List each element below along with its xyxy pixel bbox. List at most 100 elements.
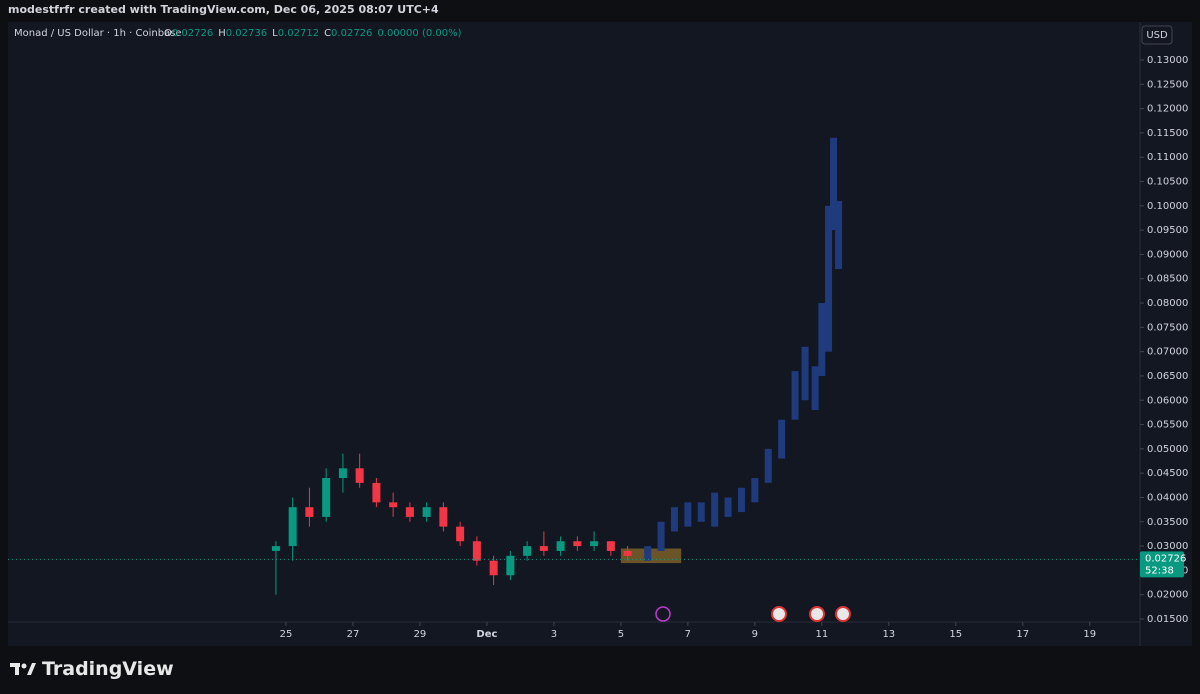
y-tick-label: 0.07000 — [1147, 347, 1188, 358]
projection-bar — [778, 419, 786, 459]
projection-bar — [801, 346, 809, 401]
y-tick-label: 0.12500 — [1147, 79, 1188, 90]
x-tick-label: 17 — [1016, 629, 1029, 640]
y-tick-label: 0.05500 — [1147, 420, 1188, 431]
legend-low-value: 0.02712 — [278, 28, 319, 39]
legend-low: L — [272, 28, 278, 39]
candle-body — [405, 507, 414, 517]
y-tick-label: 0.10000 — [1147, 201, 1188, 212]
chart-panel — [8, 22, 1192, 646]
y-tick-label: 0.07500 — [1147, 322, 1188, 333]
x-tick-label: 9 — [752, 629, 758, 640]
y-tick-label: 0.08500 — [1147, 274, 1188, 285]
legend-high: H — [218, 28, 226, 39]
projection-bar — [657, 521, 665, 551]
x-tick-label: Dec — [476, 629, 497, 640]
projection-bar — [751, 478, 759, 503]
projection-bar — [791, 371, 799, 420]
y-tick-label: 0.02000 — [1147, 590, 1188, 601]
candle-body — [305, 507, 314, 517]
y-tick-label: 0.03500 — [1147, 517, 1188, 528]
y-tick-label: 0.10500 — [1147, 177, 1188, 188]
symbol: Monad / US Dollar · 1h · Coinbase — [14, 28, 182, 39]
y-tick-label: 0.05000 — [1147, 444, 1188, 455]
candle-body — [623, 550, 632, 556]
event-icons — [655, 606, 851, 622]
candle-body — [539, 546, 548, 551]
y-tick-label: 0.11000 — [1147, 152, 1188, 163]
y-tick-label: 0.06500 — [1147, 371, 1188, 382]
legend-open-value: 0.02726 — [172, 28, 213, 39]
candle-body — [606, 541, 615, 551]
brand-name: TradingView — [42, 658, 174, 680]
candle-body — [389, 502, 398, 508]
candle-body — [523, 546, 532, 556]
projection-bar — [764, 448, 772, 483]
header: modestfrfr created with TradingView.com,… — [8, 3, 439, 16]
legend-close-value: 0.02726 — [331, 28, 372, 39]
projection-bar — [830, 137, 838, 231]
candle-body — [506, 555, 515, 576]
legend-change: 0.00000 (0.00%) — [377, 28, 461, 39]
x-tick-label: 15 — [949, 629, 962, 640]
event-icon — [771, 606, 787, 622]
event-icon — [835, 606, 851, 622]
ohlc-legend: O0.02726 H0.02736 L0.02712 C0.02726 0.00000 … — [164, 28, 462, 39]
candle-body — [556, 541, 565, 551]
candle-body — [288, 507, 297, 547]
y-tick-label: 0.04500 — [1147, 468, 1188, 479]
y-tick-label: 0.03000 — [1147, 541, 1188, 552]
candle-body — [456, 526, 465, 542]
x-tick-label: 3 — [551, 629, 557, 640]
y-tick-label: 0.09500 — [1147, 225, 1188, 236]
y-tick-label: 0.06000 — [1147, 395, 1188, 406]
candle-body — [573, 541, 582, 547]
candle-body — [271, 546, 280, 551]
candle-body — [489, 560, 498, 576]
projection-bar — [697, 502, 705, 522]
projection-bar — [835, 200, 843, 270]
y-tick-label: 0.08000 — [1147, 298, 1188, 309]
brand: TradingView — [10, 658, 174, 680]
projection-bar — [811, 366, 819, 410]
y-tick-label: 0.01500 — [1147, 614, 1188, 625]
y-tick-label: 0.13000 — [1147, 55, 1188, 66]
y-tick-label: 0.12000 — [1147, 104, 1188, 115]
event-icon — [809, 606, 825, 622]
currency-button[interactable] — [1141, 25, 1173, 45]
x-tick-label: 25 — [280, 629, 293, 640]
y-tick-label: 0.04000 — [1147, 492, 1188, 503]
y-tick-label: 0.11500 — [1147, 128, 1188, 139]
x-tick-label: 11 — [815, 629, 828, 640]
projection-bar — [711, 492, 719, 527]
projection-bar — [644, 546, 652, 561]
countdown: 52:38 — [1145, 565, 1174, 576]
legend-close: C — [324, 28, 331, 39]
projection-bar — [670, 507, 678, 532]
x-tick-label: 19 — [1083, 629, 1096, 640]
candle-body — [472, 541, 481, 561]
projection-bar — [724, 497, 732, 517]
candle-body — [439, 507, 448, 527]
projection-bar — [737, 487, 745, 513]
projection-bar — [818, 303, 826, 376]
projection-bar — [684, 502, 692, 527]
brand-logo — [10, 663, 36, 675]
event-icon — [655, 606, 671, 622]
x-tick-label: 29 — [414, 629, 427, 640]
candle-body — [355, 468, 364, 483]
legend-open: O — [164, 28, 172, 39]
legend-high-value: 0.02736 — [226, 28, 267, 39]
candle-body — [372, 482, 381, 503]
y-tick-label: 0.09000 — [1147, 249, 1188, 260]
candle-body — [422, 507, 431, 517]
x-tick-label: 27 — [347, 629, 360, 640]
last-price-label: 0.02726 — [1145, 553, 1186, 564]
currency: USD — [1146, 30, 1168, 41]
projection-bar — [825, 205, 833, 352]
x-tick-label: 13 — [882, 629, 895, 640]
candle-body — [338, 468, 347, 479]
last-price-tag — [1140, 551, 1184, 578]
